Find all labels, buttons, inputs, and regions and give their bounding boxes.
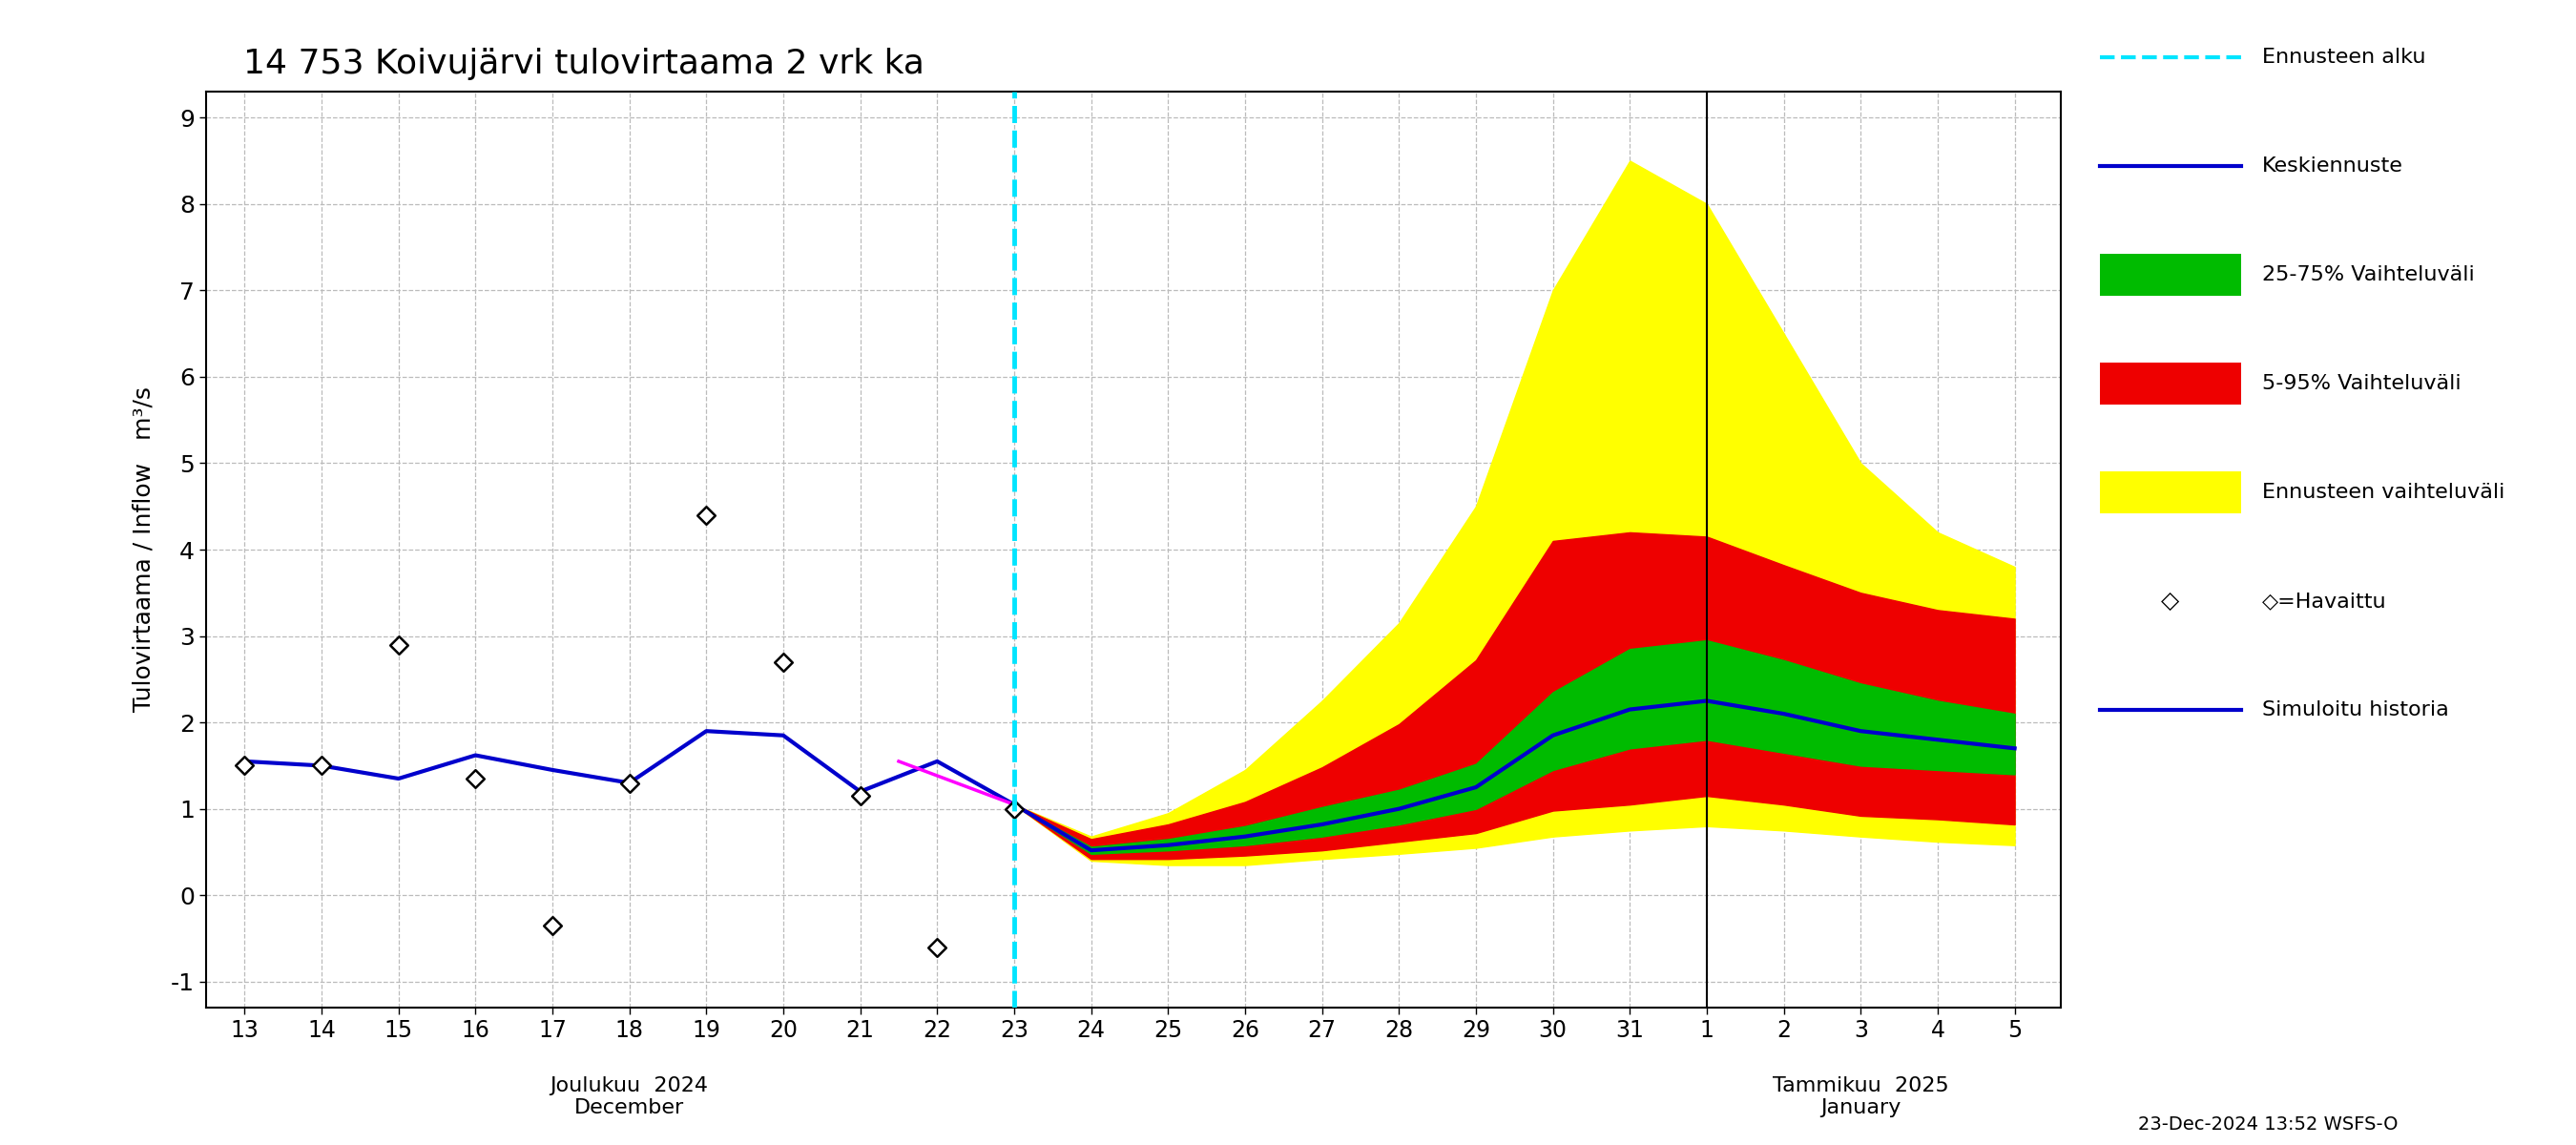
Text: 5-95% Vaihteluväli: 5-95% Vaihteluväli bbox=[2262, 374, 2460, 393]
Point bbox=[224, 757, 265, 775]
Text: Ennusteen vaihteluväli: Ennusteen vaihteluväli bbox=[2262, 483, 2504, 502]
Text: 23-Dec-2024 13:52 WSFS-O: 23-Dec-2024 13:52 WSFS-O bbox=[2138, 1115, 2398, 1134]
Text: ◇=Havaittu: ◇=Havaittu bbox=[2262, 592, 2385, 610]
Point bbox=[762, 653, 804, 671]
Text: ◇: ◇ bbox=[2161, 590, 2179, 613]
Text: Tammikuu  2025
January: Tammikuu 2025 January bbox=[1772, 1076, 1950, 1118]
Point bbox=[301, 757, 343, 775]
Point bbox=[685, 506, 726, 524]
Point bbox=[608, 774, 649, 792]
Text: Ennusteen alku: Ennusteen alku bbox=[2262, 48, 2427, 66]
Point bbox=[531, 916, 572, 934]
Text: 25-75% Vaihteluväli: 25-75% Vaihteluväli bbox=[2262, 266, 2473, 284]
Text: Joulukuu  2024
December: Joulukuu 2024 December bbox=[551, 1076, 708, 1118]
Point bbox=[456, 769, 497, 788]
Point bbox=[379, 635, 420, 654]
Y-axis label: Tulovirtaama / Inflow   m³/s: Tulovirtaama / Inflow m³/s bbox=[131, 387, 155, 712]
Text: Keskiennuste: Keskiennuste bbox=[2262, 157, 2403, 175]
Point bbox=[917, 938, 958, 956]
Text: Simuloitu historia: Simuloitu historia bbox=[2262, 701, 2447, 719]
Point bbox=[994, 799, 1036, 818]
Point bbox=[840, 787, 881, 805]
Text: 14 753 Koivujärvi tulovirtaama 2 vrk ka: 14 753 Koivujärvi tulovirtaama 2 vrk ka bbox=[242, 47, 925, 80]
